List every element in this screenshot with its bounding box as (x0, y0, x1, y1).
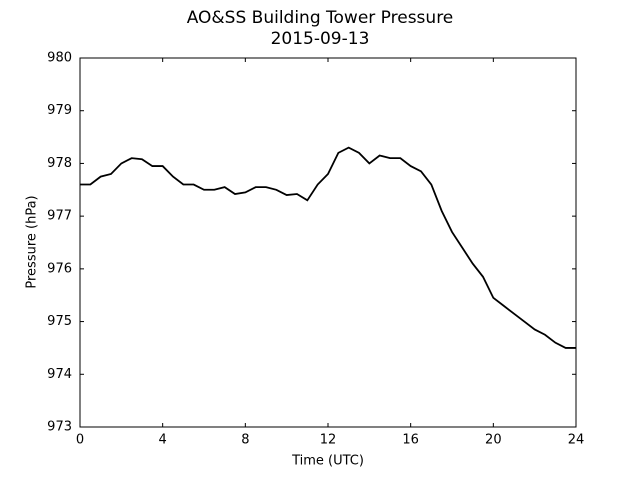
y-tick-label: 980 (47, 51, 72, 66)
y-tick-label: 977 (47, 209, 72, 224)
y-axis-label: Pressure (hPa) (25, 195, 40, 288)
y-tick-label: 976 (47, 261, 72, 276)
x-axis-label: Time (UTC) (291, 454, 364, 469)
x-tick-label: 0 (76, 433, 84, 448)
y-tick-label: 979 (47, 103, 72, 118)
y-tick-label: 975 (47, 314, 72, 329)
data-line (80, 146, 576, 349)
chart-title: AO&SS Building Tower Pressure (187, 8, 454, 28)
chart-subtitle: 2015-09-13 (271, 29, 370, 49)
y-tick-label: 973 (47, 420, 72, 435)
y-tick-label: 978 (47, 156, 72, 171)
plot-frame (79, 57, 577, 428)
x-tick-label: 24 (568, 433, 585, 448)
x-tick-label: 8 (241, 433, 249, 448)
x-tick-label: 4 (159, 433, 167, 448)
x-tick-label: 20 (485, 433, 502, 448)
y-tick-label: 974 (47, 367, 72, 382)
x-tick-label: 12 (320, 433, 337, 448)
x-tick-label: 16 (402, 433, 419, 448)
